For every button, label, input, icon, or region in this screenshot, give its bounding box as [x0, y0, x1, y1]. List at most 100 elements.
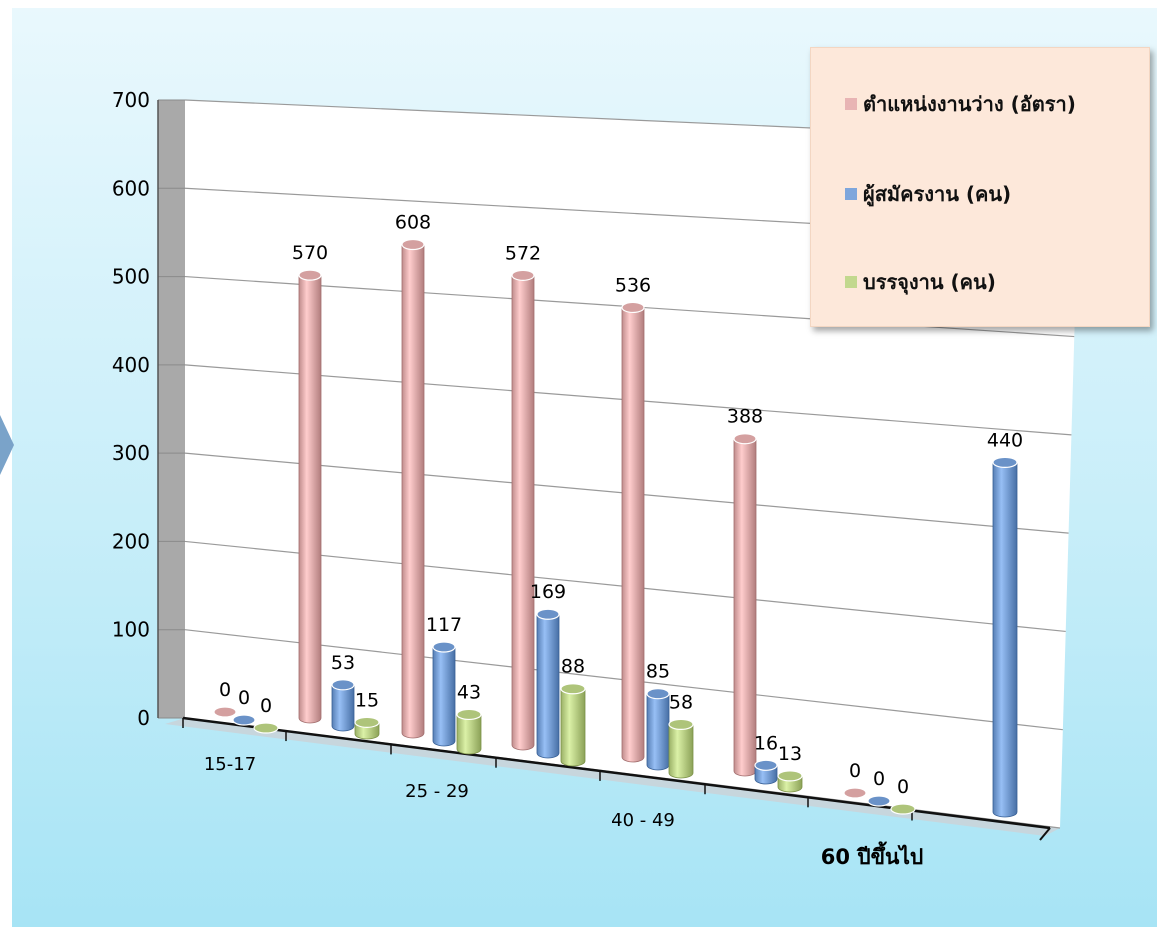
- side-wall: [158, 100, 185, 718]
- y-tick-label: 500: [112, 265, 150, 289]
- legend-label: ตำแหน่งงานว่าง (อัตรา): [863, 92, 1076, 116]
- bar-top: [992, 456, 1018, 468]
- bar: [733, 433, 757, 777]
- y-tick-label: 600: [112, 176, 150, 200]
- data-label: 15: [355, 689, 379, 711]
- data-label: 13: [778, 743, 802, 765]
- bar: [213, 706, 237, 718]
- legend-item: ผู้สมัครงาน (คน): [845, 178, 1011, 210]
- legend-swatch: [845, 98, 857, 110]
- bar-top: [232, 714, 256, 726]
- x-tick-label: 40 - 49: [611, 810, 675, 831]
- chart-legend: ตำแหน่งงานว่าง (อัตรา) ผู้สมัครงาน (คน) …: [810, 47, 1150, 327]
- bar-top: [560, 683, 586, 695]
- bar: [621, 301, 645, 763]
- bar-body: [992, 461, 1018, 818]
- bar: [843, 787, 867, 799]
- y-tick-label: 700: [112, 88, 150, 112]
- data-label: 85: [646, 661, 670, 683]
- bar-body: [646, 693, 670, 771]
- x-tick-label: 60 ปีขึ้นไป: [821, 841, 923, 869]
- bar-top: [668, 718, 694, 730]
- data-label: 570: [292, 242, 328, 264]
- data-label: 572: [505, 242, 541, 264]
- bar-body: [733, 438, 757, 777]
- bar: [511, 269, 535, 751]
- bar-top: [621, 301, 645, 314]
- bar-top: [646, 688, 670, 700]
- legend-swatch: [845, 276, 857, 288]
- legend-label: ผู้สมัครงาน (คน): [863, 182, 1012, 206]
- bar: [668, 718, 694, 779]
- data-label: 88: [561, 656, 585, 678]
- bar: [253, 722, 279, 734]
- bar-top: [511, 269, 535, 281]
- bar-top: [213, 706, 237, 718]
- x-tick-label: 25 - 29: [405, 781, 469, 802]
- x-tick-label: 15-17: [204, 754, 256, 775]
- legend-item: บรรจุงาน (คน): [845, 266, 996, 298]
- bar-body: [560, 688, 586, 767]
- legend-item: ตำแหน่งงานว่าง (อัตรา): [845, 88, 1076, 120]
- bar-body: [401, 244, 425, 739]
- bar: [354, 716, 380, 740]
- bar: [890, 803, 916, 815]
- bar-body: [298, 274, 322, 724]
- y-tick-label: 400: [112, 353, 150, 377]
- bar-top: [754, 759, 778, 771]
- bar-top: [777, 770, 803, 782]
- bar-top: [867, 795, 891, 807]
- bar-top: [298, 269, 322, 281]
- bar-body: [511, 274, 535, 751]
- data-label: 169: [530, 581, 566, 603]
- bar: [754, 759, 778, 785]
- data-label: 58: [669, 691, 693, 713]
- bar-top: [354, 716, 380, 728]
- data-label: 0: [873, 768, 885, 790]
- y-tick-label: 100: [112, 618, 150, 642]
- bar: [560, 683, 586, 767]
- data-label: 16: [754, 732, 778, 754]
- bar: [298, 269, 322, 724]
- bar: [401, 238, 425, 739]
- bar: [331, 679, 355, 732]
- bar: [536, 608, 560, 759]
- floor: [165, 718, 1060, 836]
- bar-top: [331, 679, 355, 691]
- bar-top: [536, 608, 560, 620]
- data-label: 0: [849, 760, 861, 782]
- bar: [867, 795, 891, 807]
- bar-top: [432, 641, 456, 653]
- bar: [992, 456, 1018, 818]
- bar-body: [331, 684, 355, 732]
- side-arrow-icon: [0, 415, 14, 475]
- data-label: 0: [219, 679, 231, 701]
- data-label: 440: [987, 429, 1023, 451]
- data-label: 0: [238, 687, 250, 709]
- bar: [432, 641, 456, 747]
- legend-swatch: [845, 188, 857, 200]
- data-label: 608: [395, 212, 431, 234]
- data-label: 388: [727, 406, 763, 428]
- bar-body: [668, 723, 694, 779]
- bar-body: [536, 613, 560, 759]
- bar: [646, 688, 670, 771]
- y-tick-label: 300: [112, 441, 150, 465]
- bar-top: [253, 722, 279, 734]
- bar-top: [733, 433, 757, 445]
- data-label: 53: [331, 652, 355, 674]
- bar: [777, 770, 803, 793]
- y-tick-label: 0: [137, 706, 150, 730]
- bar: [232, 714, 256, 726]
- data-label: 0: [897, 776, 909, 798]
- bar-body: [432, 646, 456, 747]
- data-label: 43: [457, 681, 481, 703]
- bar-body: [456, 714, 482, 755]
- data-label: 117: [426, 614, 462, 636]
- bar-body: [621, 307, 645, 763]
- bar-top: [401, 238, 425, 251]
- data-label: 0: [260, 695, 272, 717]
- legend-label: บรรจุงาน (คน): [863, 270, 996, 294]
- bar-top: [456, 708, 482, 721]
- bar-top: [843, 787, 867, 799]
